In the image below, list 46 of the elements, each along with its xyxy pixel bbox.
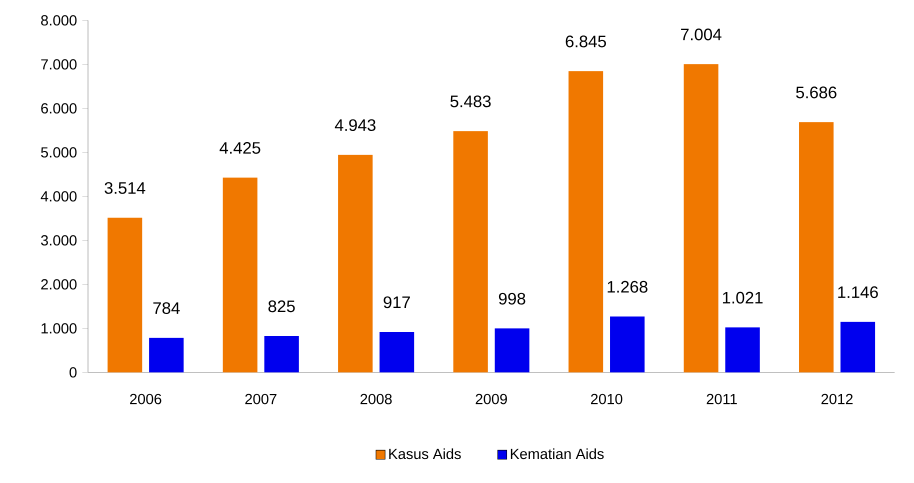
- bar: [222, 178, 258, 372]
- y-tick-label: 7.000: [41, 59, 77, 70]
- data-label: 3.514: [104, 182, 146, 194]
- bar: [108, 218, 142, 372]
- bar: [380, 332, 414, 372]
- y-tick-label: 1.000: [42, 323, 77, 334]
- bar: [610, 316, 645, 372]
- bar: [338, 154, 373, 372]
- y-tick-label: 8.000: [41, 15, 77, 26]
- data-label: 825: [268, 300, 295, 312]
- legend-label: Kasus Aids: [389, 448, 461, 460]
- y-tick-label: 6.000: [41, 103, 77, 114]
- data-label: 1.268: [608, 280, 648, 293]
- data-label: 6.845: [566, 36, 606, 48]
- x-tick-label: 2009: [476, 394, 507, 404]
- y-tick-label: 2.000: [41, 279, 77, 290]
- x-tick-label: 2006: [130, 394, 162, 404]
- bar: [684, 64, 718, 372]
- data-label: 5.483: [450, 95, 491, 108]
- data-label: 1.146: [838, 286, 878, 298]
- data-label: 998: [498, 292, 526, 305]
- bar: [494, 328, 530, 372]
- data-label: 4.943: [334, 119, 376, 132]
- x-tick-label: 2007: [245, 394, 276, 404]
- y-tick-label: 3.000: [41, 235, 77, 246]
- y-tick-label: 5.000: [41, 147, 77, 158]
- bar: [725, 327, 760, 372]
- bar: [264, 336, 299, 372]
- bar: [453, 131, 488, 372]
- x-tick-label: 2012: [821, 394, 853, 404]
- data-label: 5.686: [796, 86, 836, 98]
- data-label: 4.425: [220, 142, 260, 154]
- y-tick-label: 0: [70, 367, 77, 378]
- data-label: 917: [384, 296, 410, 308]
- data-label: 784: [153, 302, 180, 314]
- bar: [149, 338, 184, 372]
- bar: [840, 322, 876, 372]
- bar: [568, 71, 604, 372]
- x-tick-label: 2010: [590, 394, 622, 404]
- legend-label: Kematian Aids: [510, 448, 604, 460]
- x-tick-label: 2008: [360, 394, 392, 404]
- bar: [799, 122, 834, 372]
- data-label: 1.021: [722, 292, 763, 304]
- x-tick-label: 2011: [706, 394, 737, 404]
- data-label: 7.004: [681, 28, 722, 40]
- y-tick-label: 4.000: [40, 191, 77, 202]
